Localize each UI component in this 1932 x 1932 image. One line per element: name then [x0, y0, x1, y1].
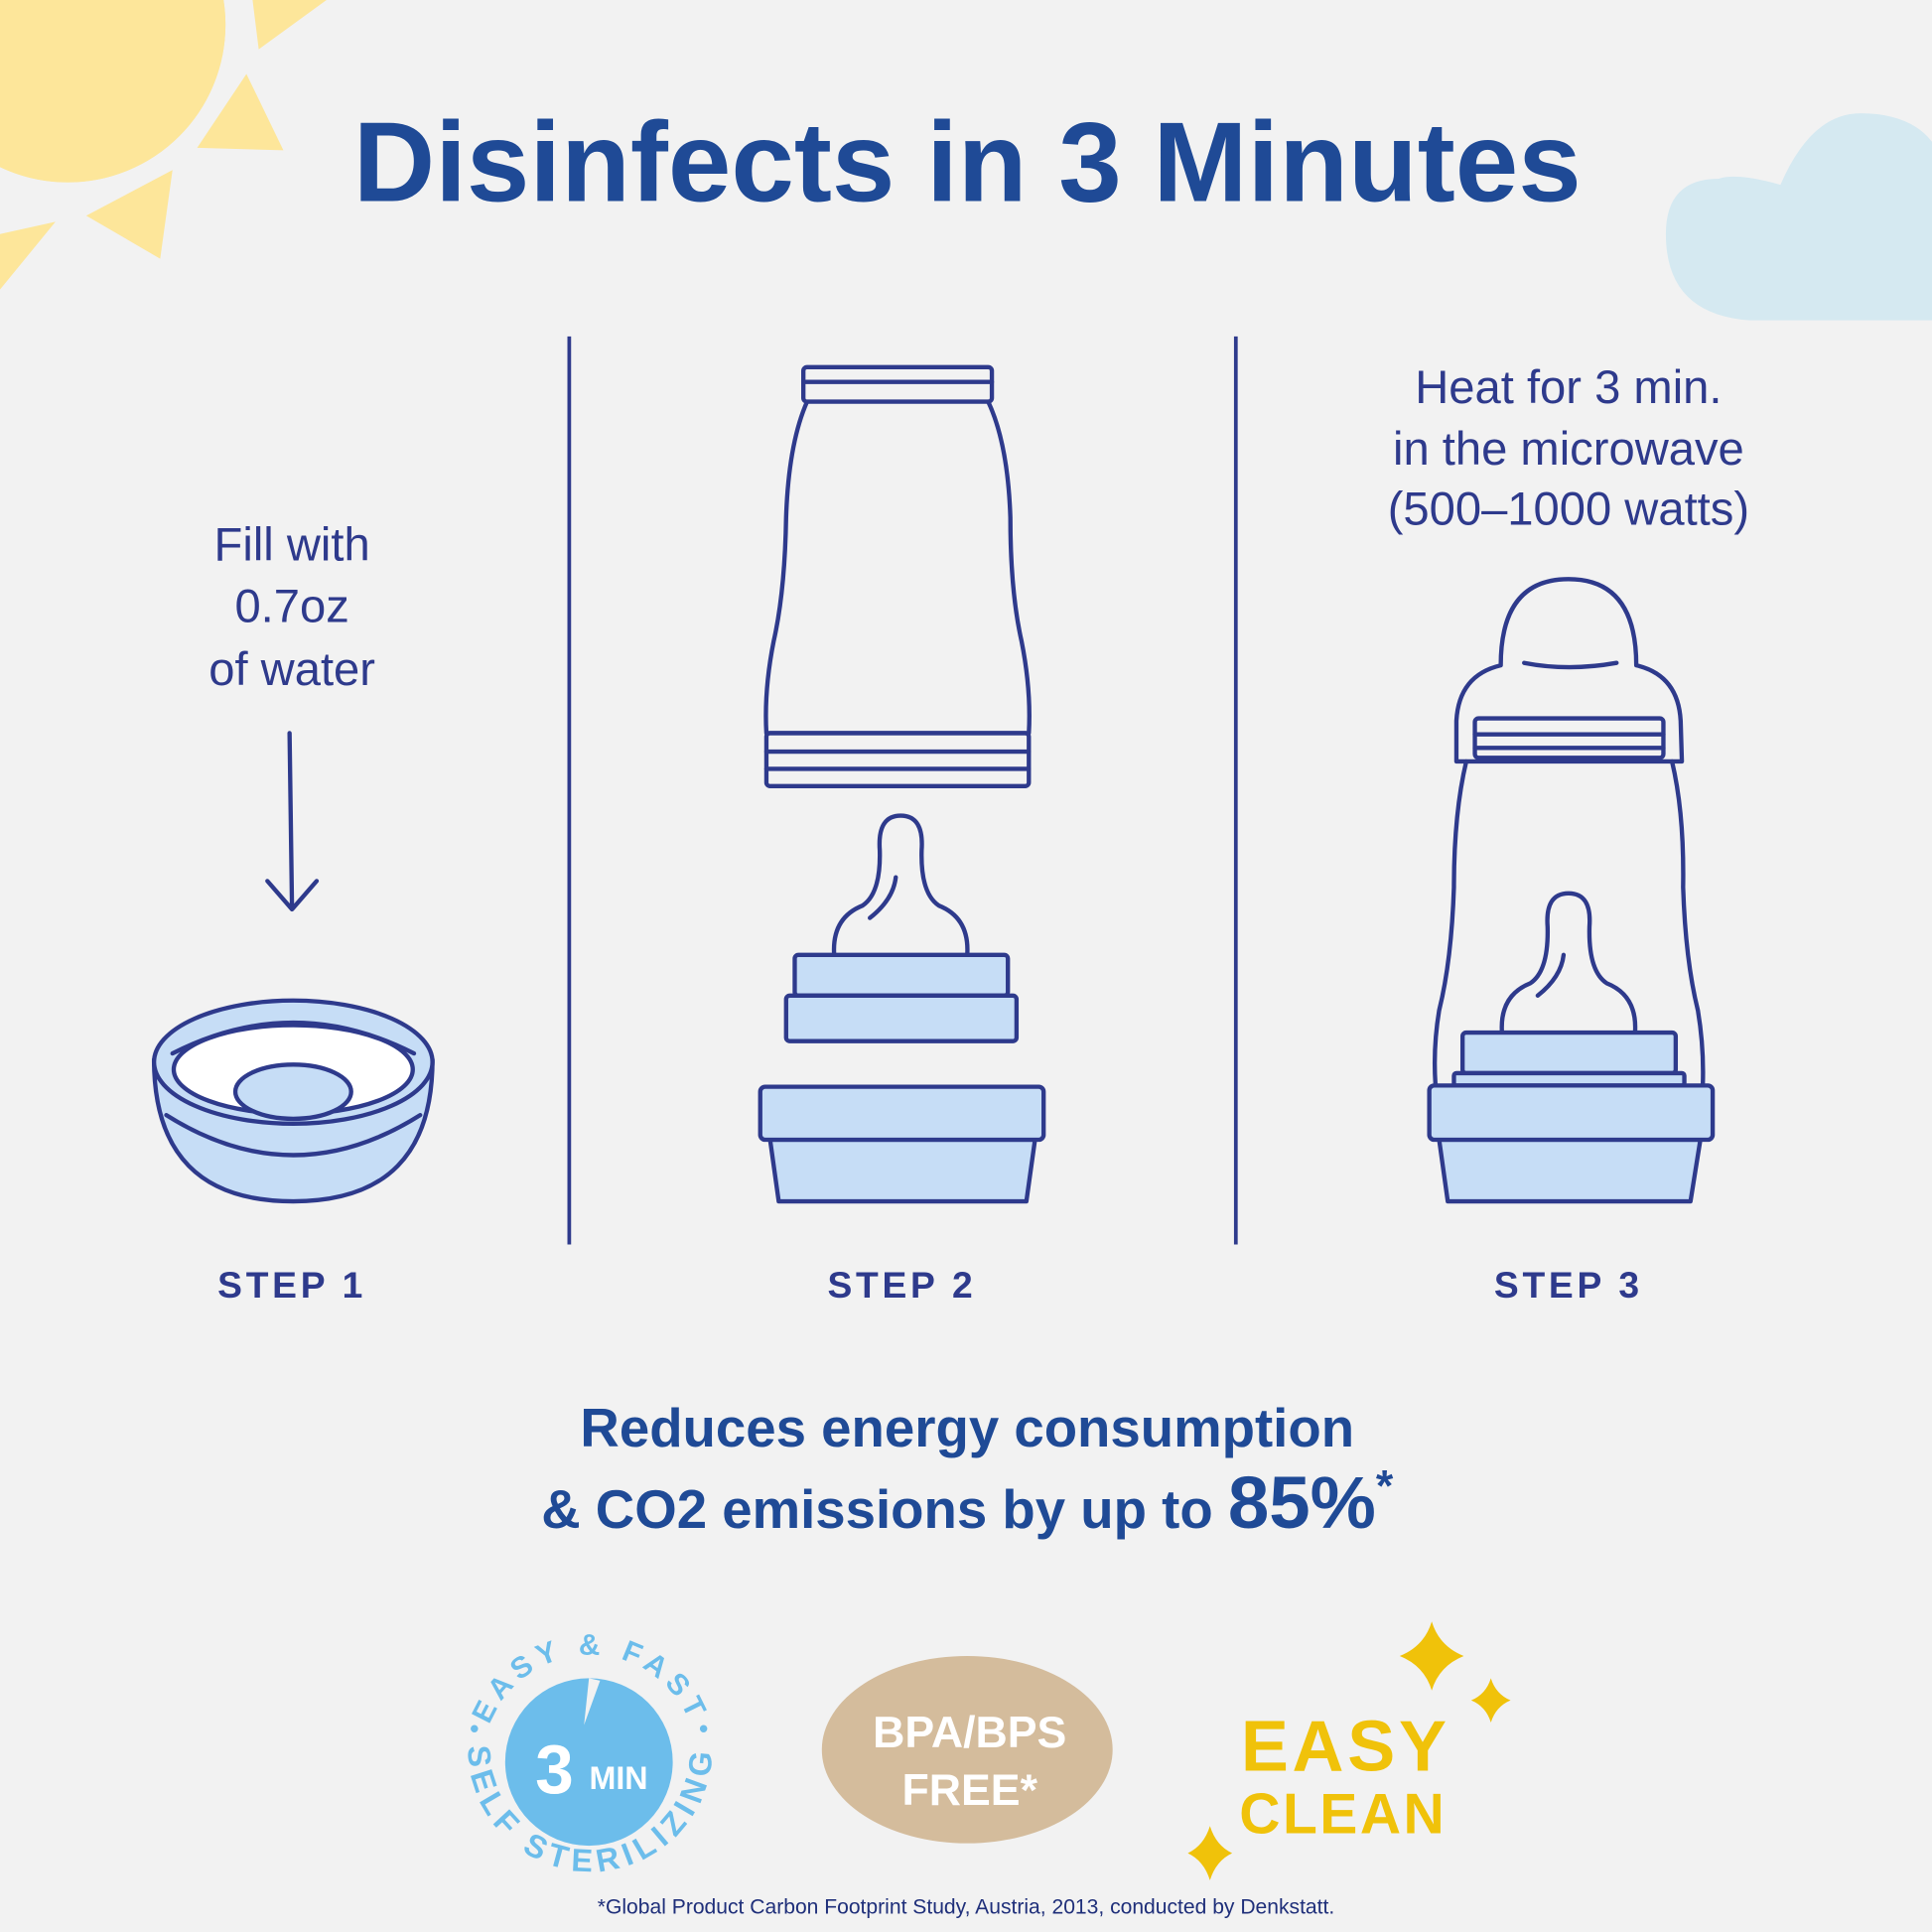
bpa-free-badge: BPA/BPS FREE*	[821, 1656, 1113, 1844]
page-title: Disinfects in 3 Minutes	[353, 99, 1582, 225]
claim-asterisk: *	[1376, 1462, 1394, 1511]
clean-text: CLEAN	[1239, 1783, 1447, 1847]
bpa-line-1: BPA/BPS	[873, 1709, 1066, 1757]
step-3-text: (500–1000 watts)	[1388, 483, 1749, 535]
easy-clean-badge: EASY CLEAN	[1187, 1621, 1511, 1880]
step-3-label: STEP 3	[1494, 1264, 1643, 1306]
easy-text: EASY	[1241, 1707, 1450, 1786]
step-1-text: of water	[208, 642, 375, 695]
step-1: Fill with 0.7oz of water STEP 1	[208, 518, 375, 1306]
svg-text:& CO2 emissions by up to 85%*: & CO2 emissions by up to 85%*	[541, 1461, 1394, 1544]
bpa-line-2: FREE*	[901, 1766, 1037, 1815]
step-3-text: Heat for 3 min.	[1415, 360, 1722, 413]
nipple-icon	[783, 813, 1020, 1043]
step-2-label: STEP 2	[828, 1264, 977, 1306]
claim-line-2: & CO2 emissions by up to	[541, 1479, 1228, 1540]
bowl-icon	[151, 998, 435, 1204]
badge-number: 3	[535, 1730, 574, 1808]
assembled-bottle-icon	[1427, 577, 1716, 1204]
claim-percent: 85%	[1228, 1461, 1376, 1544]
bottle-body-icon	[763, 364, 1032, 788]
sparkle-icon	[1399, 1621, 1464, 1691]
step-1-text: Fill with	[214, 518, 370, 571]
footnote: *Global Product Carbon Footprint Study, …	[598, 1895, 1334, 1918]
sparkle-icon	[1187, 1826, 1233, 1880]
sparkle-icon	[1470, 1678, 1511, 1724]
arrow-down-icon	[265, 731, 320, 912]
step-3: Heat for 3 min. in the microwave (500–10…	[1388, 360, 1749, 1306]
step-3-text: in the microwave	[1393, 422, 1744, 475]
base-cup-icon	[758, 1084, 1046, 1204]
claim-line-1: Reduces energy consumption	[580, 1398, 1354, 1458]
cloud-icon	[1665, 113, 1932, 321]
badge-unit: MIN	[589, 1760, 647, 1796]
step-1-text: 0.7oz	[234, 580, 348, 632]
energy-claim: Reduces energy consumption & CO2 emissio…	[541, 1398, 1394, 1544]
step-1-label: STEP 1	[217, 1264, 366, 1306]
